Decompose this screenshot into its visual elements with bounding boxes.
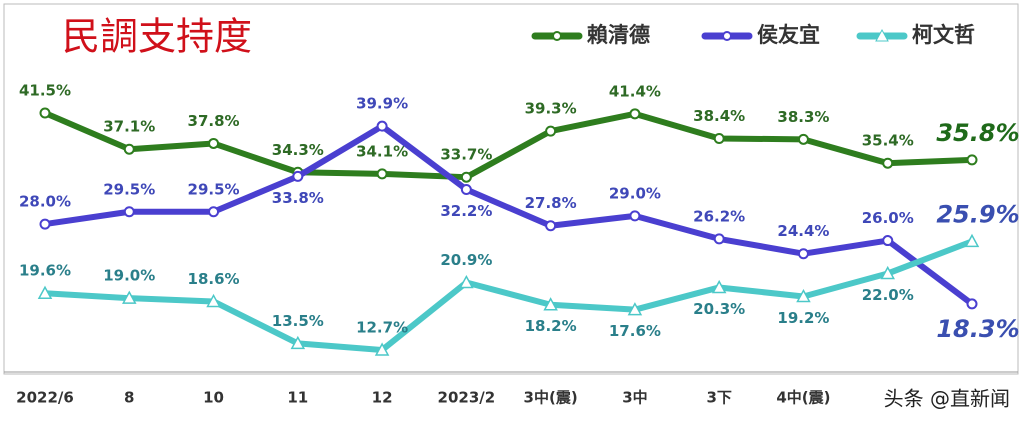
point <box>629 210 641 222</box>
point <box>206 293 221 308</box>
point <box>796 288 811 303</box>
legend-label: 柯文哲 <box>912 23 975 47</box>
point <box>797 133 809 145</box>
value-label: 18.3% <box>936 315 1019 343</box>
value-label: 20.9% <box>440 251 492 269</box>
point <box>964 233 980 248</box>
x-tick-label: 8 <box>124 389 134 407</box>
point <box>545 125 557 137</box>
chart-title: 民調支持度 <box>62 15 252 59</box>
value-label: 41.5% <box>19 82 71 100</box>
point <box>208 206 220 218</box>
value-label: 35.4% <box>862 132 914 150</box>
legend-label: 侯友宜 <box>757 23 820 47</box>
value-label: 29.5% <box>188 180 240 198</box>
value-label: 32.2% <box>440 202 492 220</box>
point <box>460 171 472 183</box>
value-label: 26.2% <box>693 207 745 225</box>
point <box>292 170 304 182</box>
watermark: 头条 @直新闻 <box>884 387 1010 411</box>
value-label: 34.3% <box>272 141 324 159</box>
value-label: 27.8% <box>525 194 577 212</box>
point <box>122 290 137 304</box>
value-label: 41.4% <box>609 82 661 100</box>
x-tick-label: 11 <box>287 389 308 407</box>
point <box>882 157 894 169</box>
value-label: 13.5% <box>272 312 324 330</box>
value-label: 18.2% <box>525 317 577 335</box>
x-tick-label: 3中 <box>622 389 647 407</box>
value-label: 33.7% <box>440 146 492 164</box>
value-label: 12.7% <box>356 319 408 337</box>
value-label: 35.8% <box>936 119 1019 147</box>
x-tick-label: 2023/2 <box>438 389 496 407</box>
value-label: 20.3% <box>693 300 745 318</box>
legend-marker <box>552 31 562 41</box>
value-label: 18.6% <box>188 270 240 288</box>
point <box>966 154 978 166</box>
value-label: 26.0% <box>862 209 914 227</box>
point <box>627 302 643 316</box>
point <box>39 218 51 230</box>
x-tick-label: 2022/6 <box>16 389 74 407</box>
value-label: 19.6% <box>19 262 71 280</box>
value-label: 29.5% <box>103 180 155 198</box>
value-label: 24.4% <box>777 222 829 240</box>
series-line <box>44 123 974 307</box>
value-label: 39.3% <box>525 100 577 118</box>
point <box>966 298 978 310</box>
point <box>797 248 809 260</box>
point <box>374 342 390 356</box>
point <box>545 220 557 232</box>
legend-label: 賴清德 <box>587 23 650 47</box>
point <box>376 120 388 132</box>
value-label: 38.4% <box>693 107 745 125</box>
point <box>290 335 306 350</box>
value-label: 19.0% <box>103 267 155 285</box>
x-tick-label: 12 <box>372 389 393 407</box>
point <box>39 107 51 119</box>
point <box>376 168 388 180</box>
value-label: 37.8% <box>188 112 240 130</box>
point <box>123 143 135 155</box>
x-tick-label: 4中(震) <box>776 389 830 407</box>
x-tick-label: 3中(震) <box>524 389 578 407</box>
point <box>123 206 135 218</box>
point <box>208 137 220 149</box>
point <box>460 184 472 196</box>
value-label: 22.0% <box>862 286 914 304</box>
point <box>713 233 725 245</box>
point <box>629 108 641 120</box>
value-label: 29.0% <box>609 184 661 202</box>
series-line <box>43 110 973 181</box>
value-label: 28.0% <box>19 193 71 211</box>
value-label: 25.9% <box>936 200 1019 228</box>
value-label: 17.6% <box>609 322 661 340</box>
value-label: 19.2% <box>777 309 829 327</box>
point <box>882 235 894 247</box>
point <box>880 265 895 280</box>
frame <box>3 3 1019 375</box>
point <box>543 297 558 311</box>
value-label: 33.8% <box>272 189 324 207</box>
legend-marker <box>722 31 732 41</box>
point <box>711 279 727 294</box>
point <box>459 274 474 289</box>
x-tick-label: 10 <box>203 389 224 407</box>
value-label: 34.1% <box>356 142 408 160</box>
value-label: 38.3% <box>777 108 829 126</box>
x-tick-label: 3下 <box>706 389 731 407</box>
value-label: 39.9% <box>356 95 408 113</box>
value-label: 37.1% <box>103 118 155 136</box>
point <box>37 285 53 299</box>
series-line <box>44 238 974 353</box>
point <box>713 133 725 145</box>
legend-marker <box>875 28 889 42</box>
